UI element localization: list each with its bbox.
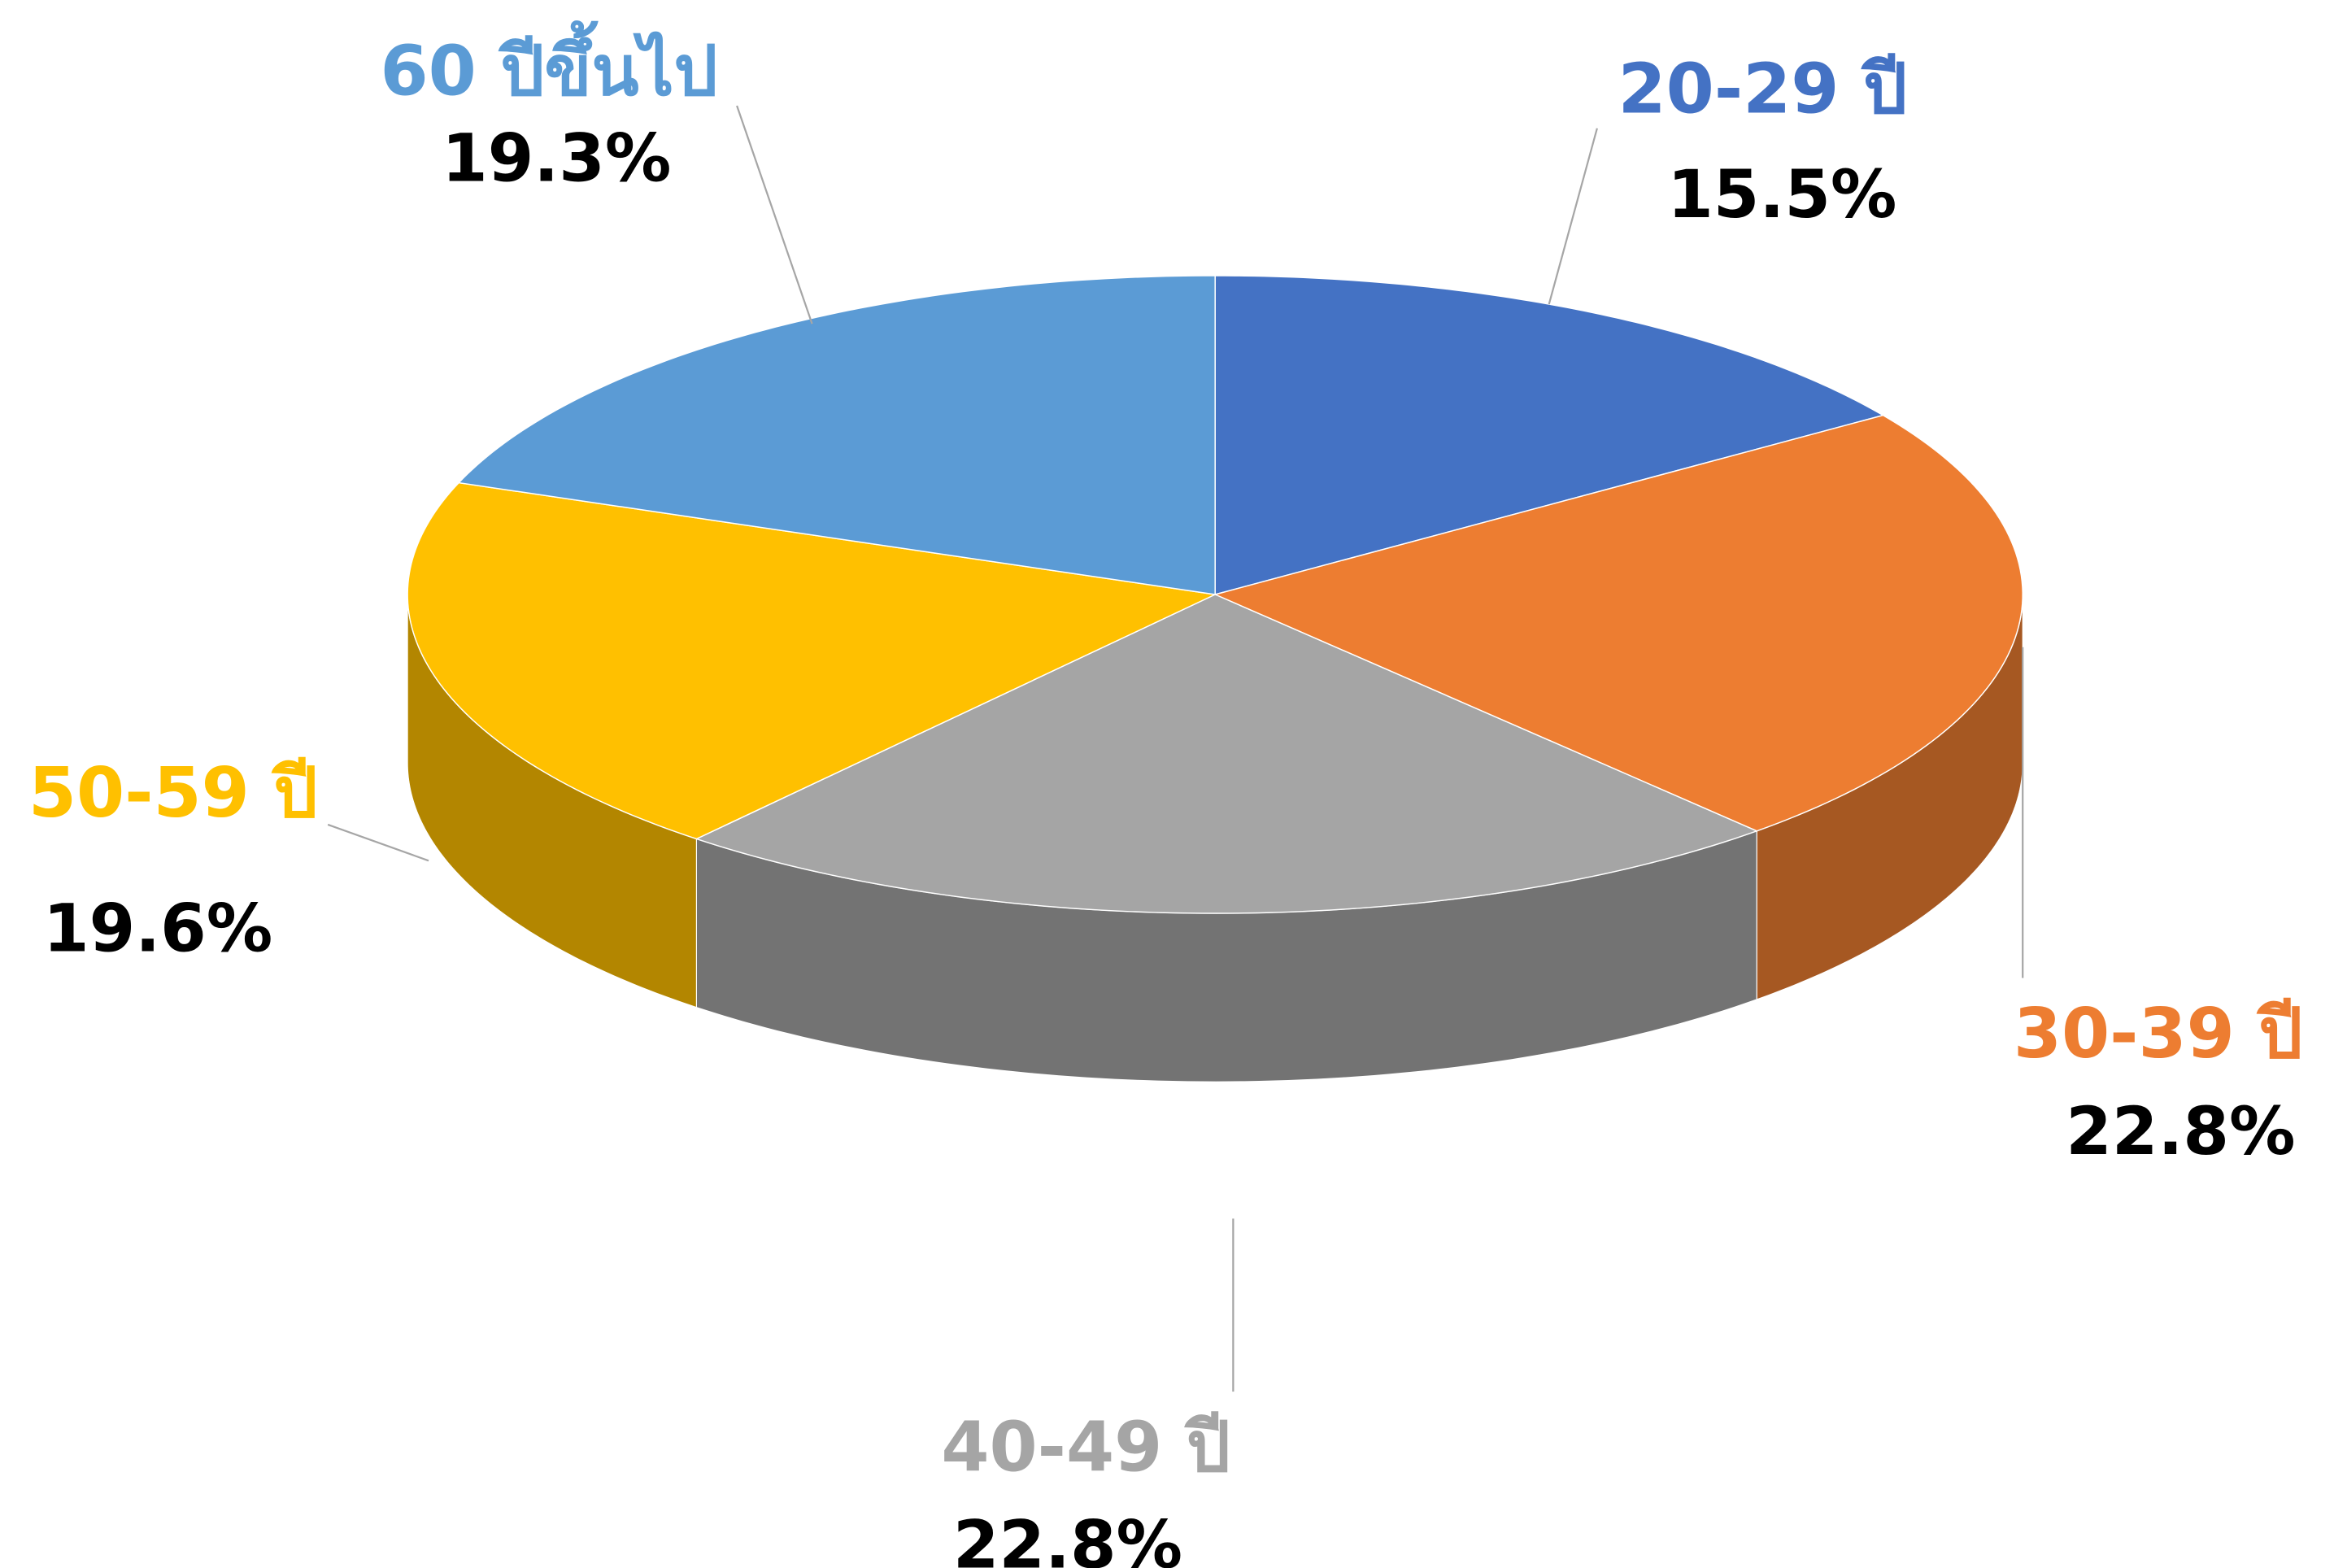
slice-label: 30-39 ปี	[2014, 994, 2303, 1074]
value-label: 19.6%	[43, 891, 272, 968]
slice-label: 50-59 ปี	[28, 753, 318, 834]
slice	[407, 481, 1217, 840]
slice	[1213, 414, 2023, 832]
value-label: 22.8%	[2066, 1093, 2295, 1170]
leader-line	[736, 105, 813, 324]
leader-line	[1548, 128, 1598, 305]
slice-label: 60 ปีขึ้นไป	[380, 20, 717, 111]
value-label: 19.3%	[442, 120, 671, 198]
slice-label: 20-29 ปี	[1618, 50, 1907, 130]
slice	[457, 275, 1216, 595]
leader-line	[327, 823, 429, 862]
value-label: 15.5%	[1667, 156, 1896, 233]
value-label: 22.8%	[953, 1507, 1182, 1568]
slice-label: 40-49 ปี	[941, 1407, 1230, 1487]
slice	[695, 594, 1759, 914]
slice	[1214, 275, 1885, 595]
